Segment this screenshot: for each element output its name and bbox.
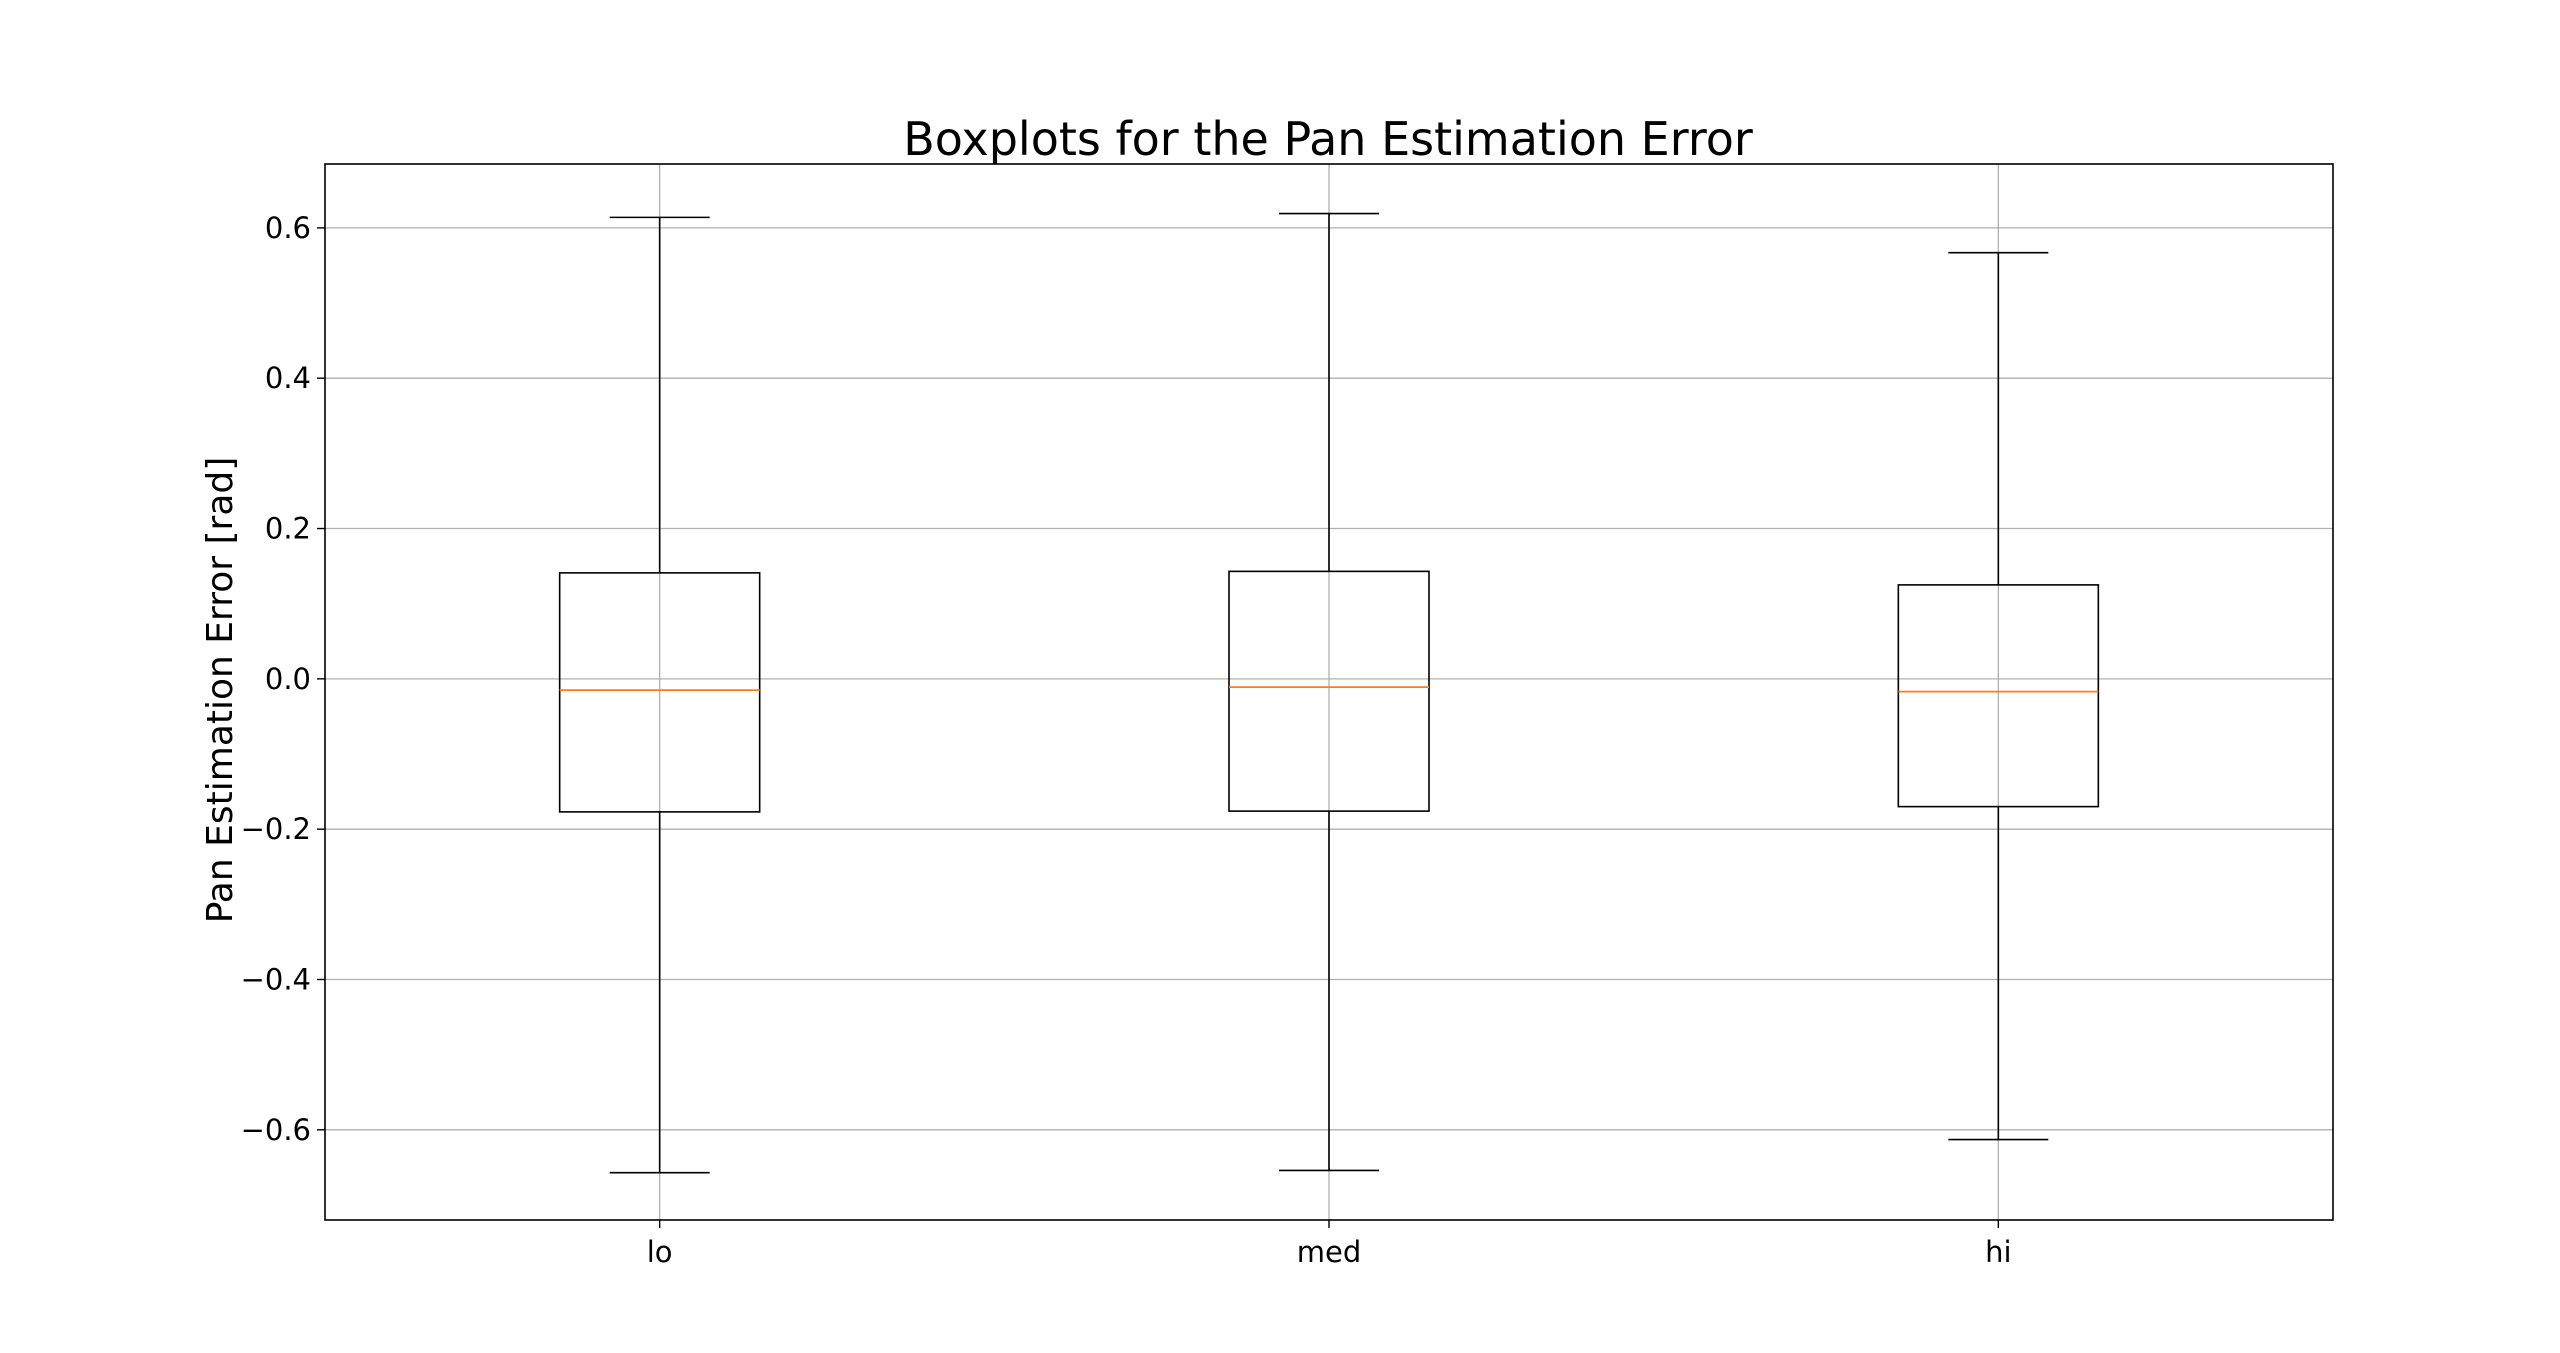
plot-area-frame	[324, 163, 2334, 1221]
y-axis-label: Pan Estimation Error [rad]	[200, 457, 241, 924]
x-tick-label: lo	[647, 1235, 673, 1269]
box-hi	[1897, 251, 2100, 1141]
iqr-box	[1897, 584, 2100, 808]
box-lo	[558, 216, 761, 1174]
chart-title: Boxplots for the Pan Estimation Error	[903, 112, 1753, 166]
tick-labels: −0.6 −0.4 −0.2 0.0 0.2 0.4 0.6 lo med hi	[241, 211, 2012, 1269]
y-tick-label: −0.4	[241, 962, 311, 996]
y-tick-label: −0.6	[241, 1113, 311, 1147]
y-tick-label: 0.0	[265, 662, 311, 696]
x-tick-label: hi	[1985, 1235, 2011, 1269]
iqr-box	[558, 572, 761, 813]
y-tick-label: 0.2	[265, 512, 311, 546]
box-med	[1228, 212, 1430, 1172]
y-tick-label: −0.2	[241, 812, 311, 846]
y-tick-label: 0.6	[265, 211, 311, 245]
boxes	[558, 212, 2100, 1174]
iqr-box	[1228, 570, 1430, 812]
y-tick-label: 0.4	[265, 361, 311, 395]
x-tick-label: med	[1297, 1235, 1362, 1269]
